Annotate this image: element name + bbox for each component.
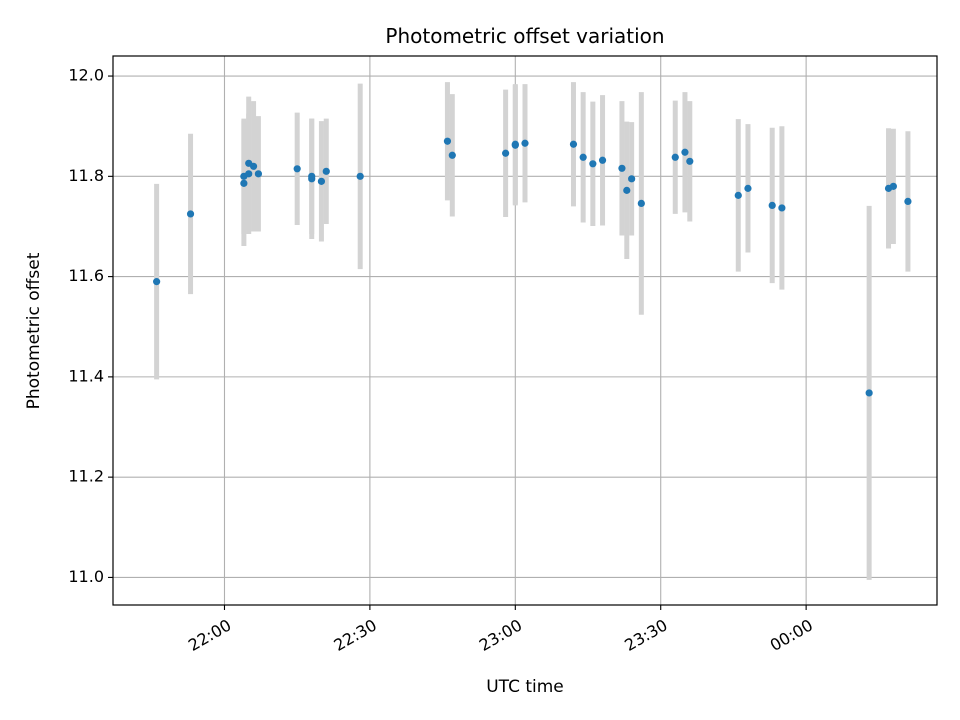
data-point [744, 184, 752, 192]
x-tick-layer: 22:00 22:30 23:00 23:30 00:00 [185, 605, 816, 655]
y-tick-label: 11.8 [68, 166, 104, 185]
data-point [686, 157, 694, 165]
x-tick-label: 23:00 [476, 615, 525, 655]
data-point [249, 162, 258, 170]
data-point [356, 172, 364, 180]
data-point [569, 140, 578, 148]
y-tick-layer: 11.0 11.2 11.4 11.6 11.8 12.0 [68, 66, 113, 586]
data-point [889, 182, 897, 190]
data-point [240, 179, 248, 187]
data-point [865, 389, 873, 397]
data-point [317, 177, 326, 185]
x-tick-label: 00:00 [767, 615, 816, 655]
x-tick-label: 22:00 [185, 615, 234, 655]
x-tick-label: 23:30 [621, 615, 670, 655]
y-axis-title: Photometric offset [24, 252, 44, 409]
data-point [589, 160, 597, 168]
data-point [768, 201, 776, 210]
data-point [511, 140, 519, 148]
data-point [579, 153, 587, 161]
data-point [681, 148, 689, 156]
y-tick-label: 11.6 [68, 266, 104, 285]
data-point [448, 151, 456, 159]
y-tick-label: 11.0 [68, 567, 104, 586]
data-point [322, 167, 330, 175]
data-point [308, 172, 316, 180]
data-point [293, 165, 301, 173]
data-point [521, 139, 529, 147]
data-point [502, 149, 510, 157]
data-point [186, 210, 195, 218]
data-point [628, 175, 636, 183]
data-point [598, 156, 607, 164]
x-axis-title: UTC time [486, 677, 564, 697]
y-tick-label: 12.0 [68, 66, 104, 85]
y-tick-label: 11.2 [68, 467, 104, 486]
data-point [153, 278, 161, 286]
chart-title: Photometric offset variation [385, 24, 664, 48]
data-point [904, 197, 912, 205]
data-point [245, 170, 253, 178]
data-point [734, 191, 742, 199]
data-point [623, 186, 631, 194]
data-point [254, 170, 263, 178]
data-point [778, 204, 786, 212]
plot-area-frame [112, 55, 938, 606]
data-point [671, 153, 679, 161]
x-tick-label: 22:30 [330, 615, 379, 655]
data-point [618, 164, 626, 172]
data-point [443, 137, 452, 145]
y-tick-label: 11.4 [68, 366, 104, 385]
errorbar-layer [154, 82, 911, 580]
data-point [637, 199, 645, 208]
point-layer [153, 137, 912, 397]
